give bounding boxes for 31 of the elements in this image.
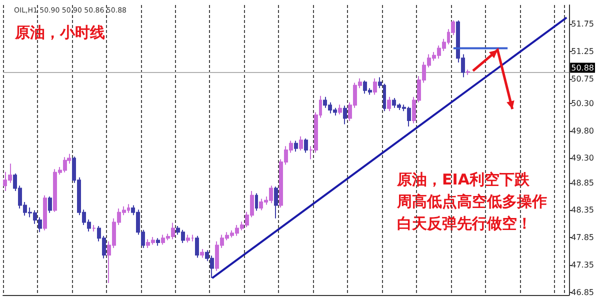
candlestick: [373, 78, 377, 96]
candlestick: [343, 105, 347, 125]
y-tick-label: 49.30: [571, 154, 594, 163]
candlestick: [43, 194, 47, 231]
y-tick-label: 50.30: [571, 98, 594, 108]
candlestick: [294, 140, 298, 152]
candlestick: [304, 138, 308, 154]
candlestick: [200, 248, 204, 258]
candlestick: [387, 96, 391, 112]
text: 原油，小时线: [14, 24, 105, 42]
y-tick-label: 47.35: [571, 260, 594, 270]
y-tick-label: 48.85: [571, 178, 594, 188]
candlestick: [466, 69, 470, 76]
y-tick-label: 46.85: [571, 288, 594, 297]
y-tick-label: 51.25: [571, 47, 594, 56]
candlestick: [92, 224, 96, 232]
y-tick-label: 51.75: [571, 20, 594, 29]
candlestick: [48, 196, 52, 214]
candlestick: [186, 234, 190, 243]
candlestick: [156, 238, 160, 246]
candlestick: [299, 136, 303, 152]
candlestick: [274, 186, 278, 219]
candlestick: [255, 192, 258, 212]
y-tick-label: 50.75: [571, 74, 594, 84]
y-tick-label: 49.80: [571, 126, 594, 136]
y-tick-label: 48.35: [571, 206, 594, 215]
ref-line-label: 50.88: [571, 63, 594, 72]
y-tick-label: 47.85: [571, 233, 594, 242]
candlestick: [338, 104, 342, 115]
candlestick: [195, 235, 199, 258]
annotation: 原油，EIA利空下跌: [396, 170, 530, 188]
